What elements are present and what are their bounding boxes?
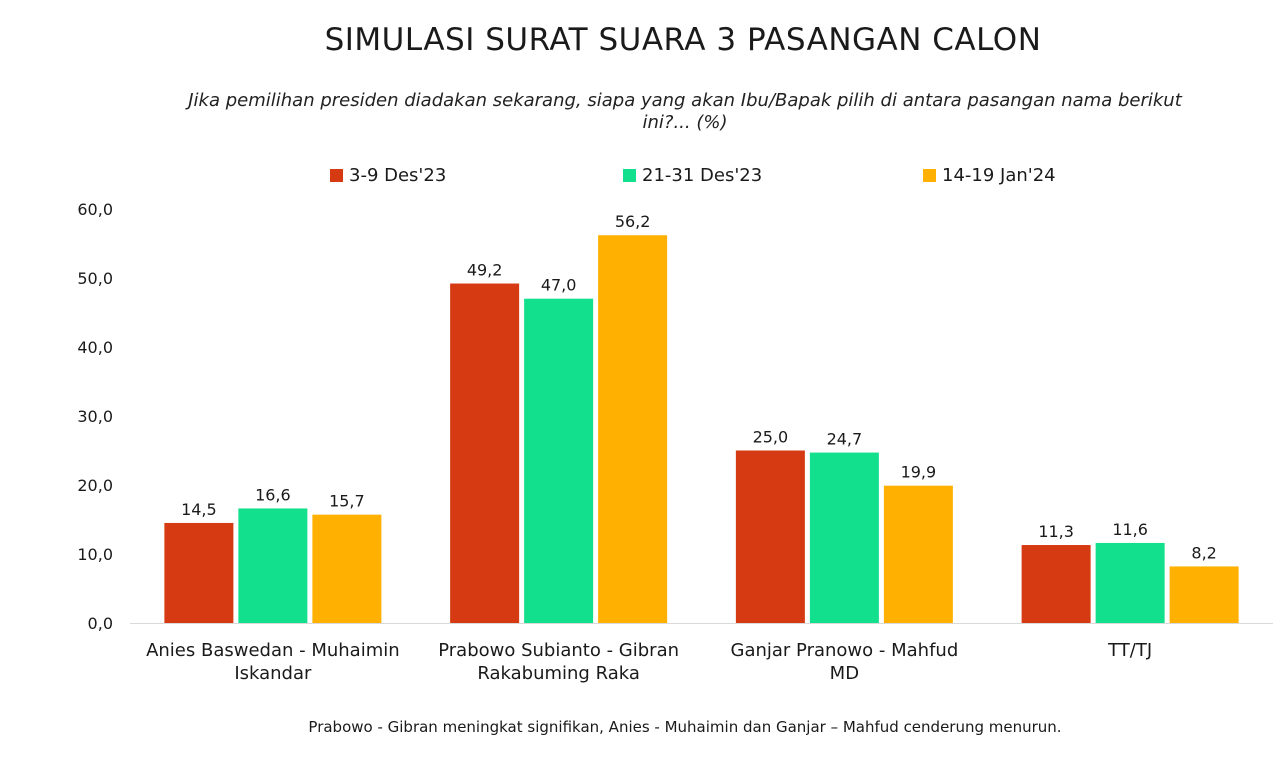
bar [1169,566,1239,623]
bar [312,514,382,623]
data-label: 47,0 [541,276,577,295]
legend-label-series-2: 21-31 Des'23 [642,165,763,186]
x-tick-label: Iskandar [234,663,312,684]
y-tick-label: 30,0 [77,407,113,426]
y-tick-label: 0,0 [88,614,113,633]
bar [735,450,805,623]
legend-label-series-1: 3-9 Des'23 [349,165,447,186]
data-label: 14,5 [181,500,217,519]
x-tick-label: Ganjar Pranowo - Mahfud [731,640,959,661]
legend-item-series-2: 21-31 Des'23 [623,165,762,186]
x-tick-label: Prabowo Subianto - Gibran [438,640,679,661]
data-label: 11,3 [1038,522,1074,541]
legend-label-series-3: 14-19 Jan'24 [942,165,1056,186]
legend: 3-9 Des'23 21-31 Des'23 14-19 Jan'24 [0,165,1280,189]
data-label: 8,2 [1191,543,1216,562]
chart-footnote: Prabowo - Gibran meningkat signifikan, A… [308,718,1062,736]
bar [809,452,879,623]
legend-swatch-series-3 [923,169,936,182]
y-tick-label: 20,0 [77,476,113,495]
data-label: 19,9 [901,463,937,482]
bar [1095,542,1165,623]
legend-swatch-series-1 [330,169,343,182]
y-tick-label: 40,0 [77,338,113,357]
data-label: 25,0 [753,428,789,447]
legend-swatch-series-2 [623,169,636,182]
legend-item-series-3: 14-19 Jan'24 [923,165,1056,186]
data-label: 15,7 [329,492,365,511]
x-tick-label: Rakabuming Raka [477,663,639,684]
x-tick-label: MD [830,663,859,684]
data-label: 16,6 [255,485,291,504]
data-label: 11,6 [1112,520,1148,539]
data-label: 24,7 [827,430,863,449]
bar [598,235,668,623]
data-label: 56,2 [615,212,651,231]
x-tick-label: TT/TJ [1107,640,1152,661]
x-tick-label: Anies Baswedan - Muhaimin [146,640,400,661]
legend-item-series-1: 3-9 Des'23 [330,165,446,186]
y-tick-label: 50,0 [77,269,113,288]
chart-subtitle: Jika pemilihan presiden diadakan sekaran… [188,90,1182,133]
bar [450,283,520,623]
bar [883,485,953,623]
y-tick-label: 10,0 [77,545,113,564]
chart-title: SIMULASI SURAT SUARA 3 PASANGAN CALON [324,22,1042,58]
bar [524,298,594,623]
data-label: 49,2 [467,261,503,280]
bar [164,522,234,623]
bar [1021,545,1091,623]
y-tick-label: 60,0 [77,200,113,219]
bar [238,508,308,623]
